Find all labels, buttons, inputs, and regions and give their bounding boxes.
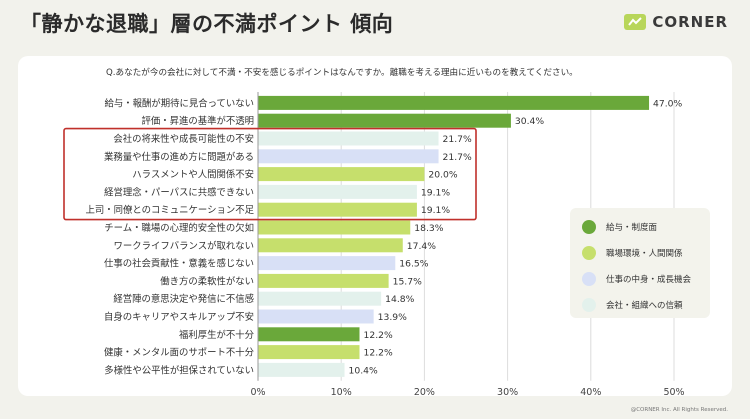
legend-label-workplace: 職場環境・人間関係 [606,249,683,259]
bar [258,273,389,288]
x-tick-label: 50% [663,387,684,396]
legend-label-pay: 給与・制度面 [606,223,658,233]
chart-legend: 給与・制度面 職場環境・人間関係 仕事の中身・成長機会 会社・組織への信頼 [570,208,710,318]
bar [258,131,439,146]
legend-item-workplace: 職場環境・人間関係 [582,246,683,260]
category-label: 業務量や仕事の進め方に問題がある [104,151,254,163]
value-label: 18.3% [414,223,443,234]
legend-item-pay: 給与・制度面 [582,220,657,234]
bar [258,95,650,110]
legend-swatch-pay [582,220,596,234]
bar [258,220,411,235]
bar [258,202,417,217]
value-label: 21.7% [443,134,472,145]
value-label: 14.8% [385,294,414,305]
category-label: 上司・同僚とのコミュニケーション不足 [86,204,255,216]
category-label: ハラスメントや人間関係不安 [132,169,254,181]
legend-item-trust: 会社・組織への信頼 [582,298,683,312]
value-label: 16.5% [399,259,428,270]
category-label: 評価・昇進の基準が不透明 [141,115,254,127]
value-label: 19.1% [421,187,450,198]
value-label: 10.4% [349,365,378,376]
bar [258,184,417,199]
legend-swatch-trust [582,298,596,312]
corner-logo-icon [624,14,647,30]
category-label: 福利厚生が不十分 [179,329,254,341]
category-label: 働き方の柔軟性がない [160,275,254,287]
x-tick-label: 0% [250,387,265,396]
value-label: 19.1% [421,205,450,216]
category-label: チーム・職場の心理的安全性の欠如 [104,222,254,234]
legend-label-trust: 会社・組織への信頼 [606,301,683,311]
bar [258,149,439,164]
x-tick-label: 30% [497,387,518,396]
bar [258,256,396,271]
x-tick-label: 40% [580,387,601,396]
x-tick-label: 10% [331,387,352,396]
category-label: 多様性や公平性が担保されていない [104,364,254,376]
value-label: 13.9% [378,312,407,323]
x-tick-label: 20% [414,387,435,396]
category-label: 自身のキャリアやスキルアップ不安 [104,311,254,323]
chart-card: Q.あなたが今の会社に対して不満・不安を感じるポイントはなんですか。離職を考える… [18,56,732,396]
highlight-box [63,127,477,221]
logo-text: CORNER [652,13,728,31]
category-label: ワークライフバランスが取れない [114,240,254,252]
bar [258,309,374,324]
category-label: 会社の将来性や成長可能性の不安 [113,133,254,145]
value-label: 20.0% [428,170,457,181]
value-label: 12.2% [364,330,393,341]
question-text: Q.あなたが今の会社に対して不満・不安を感じるポイントはなんですか。離職を考える… [106,68,578,78]
value-label: 15.7% [393,276,422,287]
value-label: 21.7% [443,152,472,163]
logo: CORNER [624,13,728,31]
category-label: 経営理念・パーパスに共感できない [104,186,254,198]
value-label: 17.4% [407,241,436,252]
value-label: 47.0% [653,98,682,109]
value-label: 30.4% [515,116,544,127]
page-title: 「静かな退職」層の不満ポイント 傾向 [20,12,394,36]
bar [258,291,382,306]
bar-chart: 0% 10% 20% 30% 40% 50% 給与・報酬が期待に見合っていない 47.0% 評価… [63,92,685,396]
legend-item-job: 仕事の中身・成長機会 [582,272,691,286]
bar [258,167,425,182]
category-label: 健康・メンタル面のサポート不十分 [104,347,254,359]
bar [258,113,511,128]
copyright: @CORNER Inc. All Rights Reserved. [630,407,728,413]
category-label: 給与・報酬が期待に見合っていない [104,97,254,109]
bar [258,238,403,253]
legend-swatch-job [582,272,596,286]
bar [258,327,360,342]
bar [258,362,345,377]
header: 「静かな退職」層の不満ポイント 傾向 CORNER [0,0,750,48]
category-label: 仕事の社会貢献性・意義を感じない [104,258,254,270]
value-label: 12.2% [364,348,393,359]
legend-label-job: 仕事の中身・成長機会 [606,275,692,285]
legend-swatch-workplace [582,246,596,260]
category-label: 経営陣の意思決定や発信に不信感 [113,293,254,305]
bar [258,345,360,360]
